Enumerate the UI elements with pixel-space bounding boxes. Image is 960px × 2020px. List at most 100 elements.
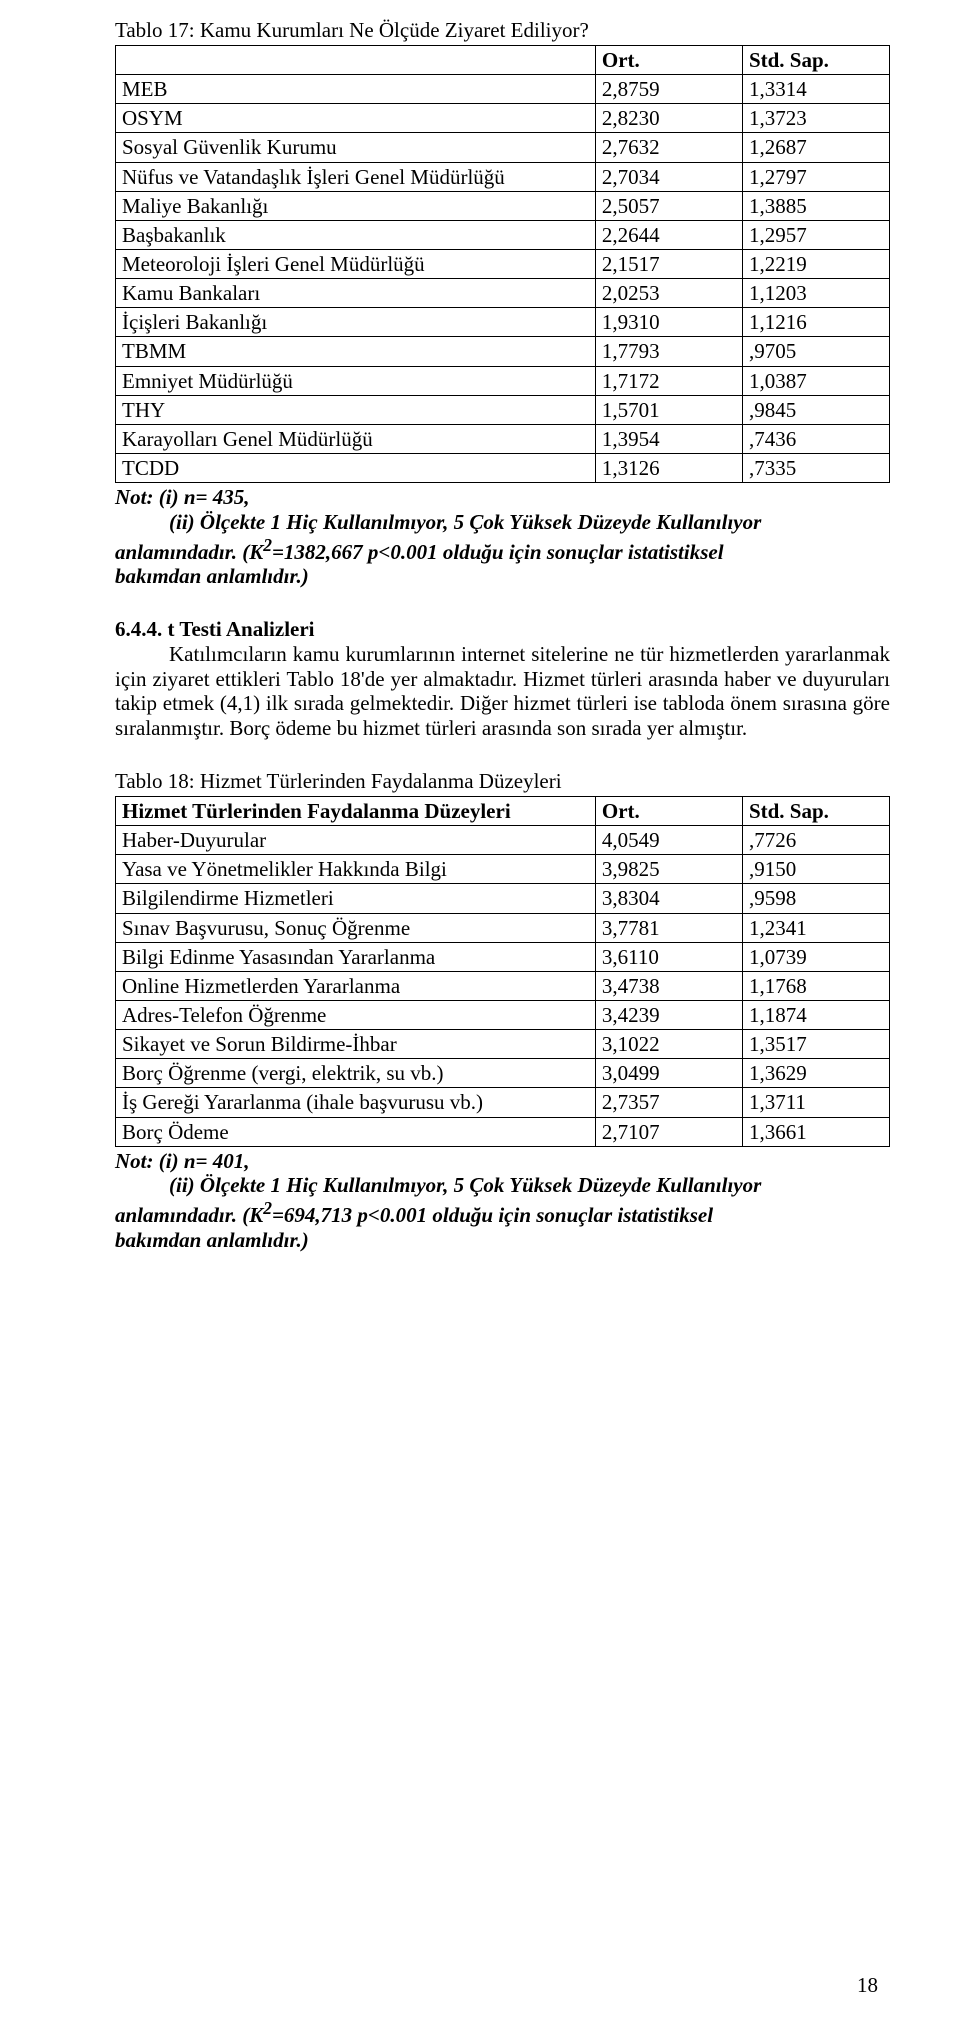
table-cell: THY: [116, 395, 596, 424]
table-cell: ,9845: [742, 395, 889, 424]
table-cell: Adres-Telefon Öğrenme: [116, 1000, 596, 1029]
table-cell: Sosyal Güvenlik Kurumu: [116, 133, 596, 162]
table-cell: ,7436: [742, 424, 889, 453]
table-cell: Yasa ve Yönetmelikler Hakkında Bilgi: [116, 855, 596, 884]
note17-sup: 2: [263, 535, 272, 555]
table-cell: 1,1874: [742, 1000, 889, 1029]
table-cell: Maliye Bakanlığı: [116, 191, 596, 220]
table-cell: 2,2644: [595, 220, 742, 249]
table-cell: 1,1203: [742, 279, 889, 308]
table18-body: Haber-Duyurular4,0549,7726Yasa ve Yönetm…: [116, 826, 890, 1147]
note18-l3a: anlamındadır. (K: [115, 1203, 263, 1227]
table-row: Online Hizmetlerden Yararlanma3,47381,17…: [116, 971, 890, 1000]
table-cell: Borç Ödeme: [116, 1117, 596, 1146]
table-row: Sınav Başvurusu, Sonuç Öğrenme3,77811,23…: [116, 913, 890, 942]
table17-header-row: Ort. Std. Sap.: [116, 46, 890, 75]
table-cell: TCDD: [116, 453, 596, 482]
page-number: 18: [857, 1973, 878, 1998]
table-row: Borç Öğrenme (vergi, elektrik, su vb.)3,…: [116, 1059, 890, 1088]
table-row: TCDD1,3126,7335: [116, 453, 890, 482]
table-cell: MEB: [116, 75, 596, 104]
note17-l1: Not: (i) n= 435,: [115, 485, 249, 509]
table-cell: ,9705: [742, 337, 889, 366]
note18-l4: bakımdan anlamlıdır.): [115, 1228, 309, 1252]
table-row: OSYM2,82301,3723: [116, 104, 890, 133]
table-cell: Emniyet Müdürlüğü: [116, 366, 596, 395]
table-cell: 1,5701: [595, 395, 742, 424]
table-cell: 2,8759: [595, 75, 742, 104]
table-cell: 1,0739: [742, 942, 889, 971]
table-row: Karayolları Genel Müdürlüğü1,3954,7436: [116, 424, 890, 453]
table17-body: MEB2,87591,3314OSYM2,82301,3723Sosyal Gü…: [116, 75, 890, 483]
table-row: İçişleri Bakanlığı1,93101,1216: [116, 308, 890, 337]
table-row: Maliye Bakanlığı2,50571,3885: [116, 191, 890, 220]
table-cell: Bilgilendirme Hizmetleri: [116, 884, 596, 913]
table-cell: 3,7781: [595, 913, 742, 942]
table-cell: Başbakanlık: [116, 220, 596, 249]
table-row: MEB2,87591,3314: [116, 75, 890, 104]
note17-l3a: anlamındadır. (K: [115, 540, 263, 564]
note18-l1: Not: (i) n= 401,: [115, 1149, 249, 1173]
table-row: Bilgilendirme Hizmetleri3,8304,9598: [116, 884, 890, 913]
table-cell: 2,0253: [595, 279, 742, 308]
note18-l3b: =694,713 p<0.001 olduğu için sonuçlar is…: [272, 1203, 713, 1227]
table-cell: Karayolları Genel Müdürlüğü: [116, 424, 596, 453]
table-cell: ,9150: [742, 855, 889, 884]
table-cell: 1,3661: [742, 1117, 889, 1146]
table-cell: 1,2341: [742, 913, 889, 942]
table-cell: ,7335: [742, 453, 889, 482]
table-cell: 2,7632: [595, 133, 742, 162]
table-cell: 1,7793: [595, 337, 742, 366]
table-cell: 3,9825: [595, 855, 742, 884]
table-cell: Kamu Bankaları: [116, 279, 596, 308]
note18-l2: (ii) Ölçekte 1 Hiç Kullanılmıyor, 5 Çok …: [169, 1173, 761, 1197]
table-cell: Sikayet ve Sorun Bildirme-İhbar: [116, 1030, 596, 1059]
table-cell: 1,0387: [742, 366, 889, 395]
table18-header-row: Hizmet Türlerinden Faydalanma Düzeyleri …: [116, 797, 890, 826]
table17-h1: Ort.: [595, 46, 742, 75]
table-cell: 1,1216: [742, 308, 889, 337]
table18-h0: Hizmet Türlerinden Faydalanma Düzeyleri: [116, 797, 596, 826]
table-cell: ,7726: [742, 826, 889, 855]
table18: Hizmet Türlerinden Faydalanma Düzeyleri …: [115, 796, 890, 1147]
table-cell: 2,7357: [595, 1088, 742, 1117]
section-body: Katılımcıların kamu kurumlarının interne…: [115, 642, 890, 740]
table-row: Bilgi Edinme Yasasından Yararlanma3,6110…: [116, 942, 890, 971]
table-row: Nüfus ve Vatandaşlık İşleri Genel Müdürl…: [116, 162, 890, 191]
table18-h1: Ort.: [595, 797, 742, 826]
table17-h0: [116, 46, 596, 75]
table-cell: 3,0499: [595, 1059, 742, 1088]
table-row: Adres-Telefon Öğrenme3,42391,1874: [116, 1000, 890, 1029]
note17-l4: bakımdan anlamlıdır.): [115, 564, 309, 588]
table-cell: Nüfus ve Vatandaşlık İşleri Genel Müdürl…: [116, 162, 596, 191]
table-cell: ,9598: [742, 884, 889, 913]
table-row: THY1,5701,9845: [116, 395, 890, 424]
note18-sup: 2: [263, 1198, 272, 1218]
table-cell: 3,8304: [595, 884, 742, 913]
document-page: Tablo 17: Kamu Kurumları Ne Ölçüde Ziyar…: [0, 0, 960, 2020]
table-cell: 1,3314: [742, 75, 889, 104]
table-cell: 1,9310: [595, 308, 742, 337]
table-cell: 1,3885: [742, 191, 889, 220]
table-row: Sikayet ve Sorun Bildirme-İhbar3,10221,3…: [116, 1030, 890, 1059]
table-row: Yasa ve Yönetmelikler Hakkında Bilgi3,98…: [116, 855, 890, 884]
table-cell: TBMM: [116, 337, 596, 366]
table-cell: 1,3954: [595, 424, 742, 453]
table-cell: Borç Öğrenme (vergi, elektrik, su vb.): [116, 1059, 596, 1088]
table-cell: Meteoroloji İşleri Genel Müdürlüğü: [116, 249, 596, 278]
table-cell: 2,5057: [595, 191, 742, 220]
table-cell: OSYM: [116, 104, 596, 133]
table-row: Borç Ödeme2,71071,3661: [116, 1117, 890, 1146]
table-row: Kamu Bankaları2,02531,1203: [116, 279, 890, 308]
table-row: Emniyet Müdürlüğü1,71721,0387: [116, 366, 890, 395]
table-cell: 1,3517: [742, 1030, 889, 1059]
table17-h2: Std. Sap.: [742, 46, 889, 75]
table-cell: 4,0549: [595, 826, 742, 855]
section-number: 6.4.4. t Testi Analizleri: [115, 617, 315, 641]
table-cell: 2,7107: [595, 1117, 742, 1146]
note18: Not: (i) n= 401, (ii) Ölçekte 1 Hiç Kull…: [115, 1149, 890, 1253]
table-cell: 2,8230: [595, 104, 742, 133]
table-cell: 2,1517: [595, 249, 742, 278]
table18-h2: Std. Sap.: [742, 797, 889, 826]
note17-l3b: =1382,667 p<0.001 olduğu için sonuçlar i…: [272, 540, 724, 564]
